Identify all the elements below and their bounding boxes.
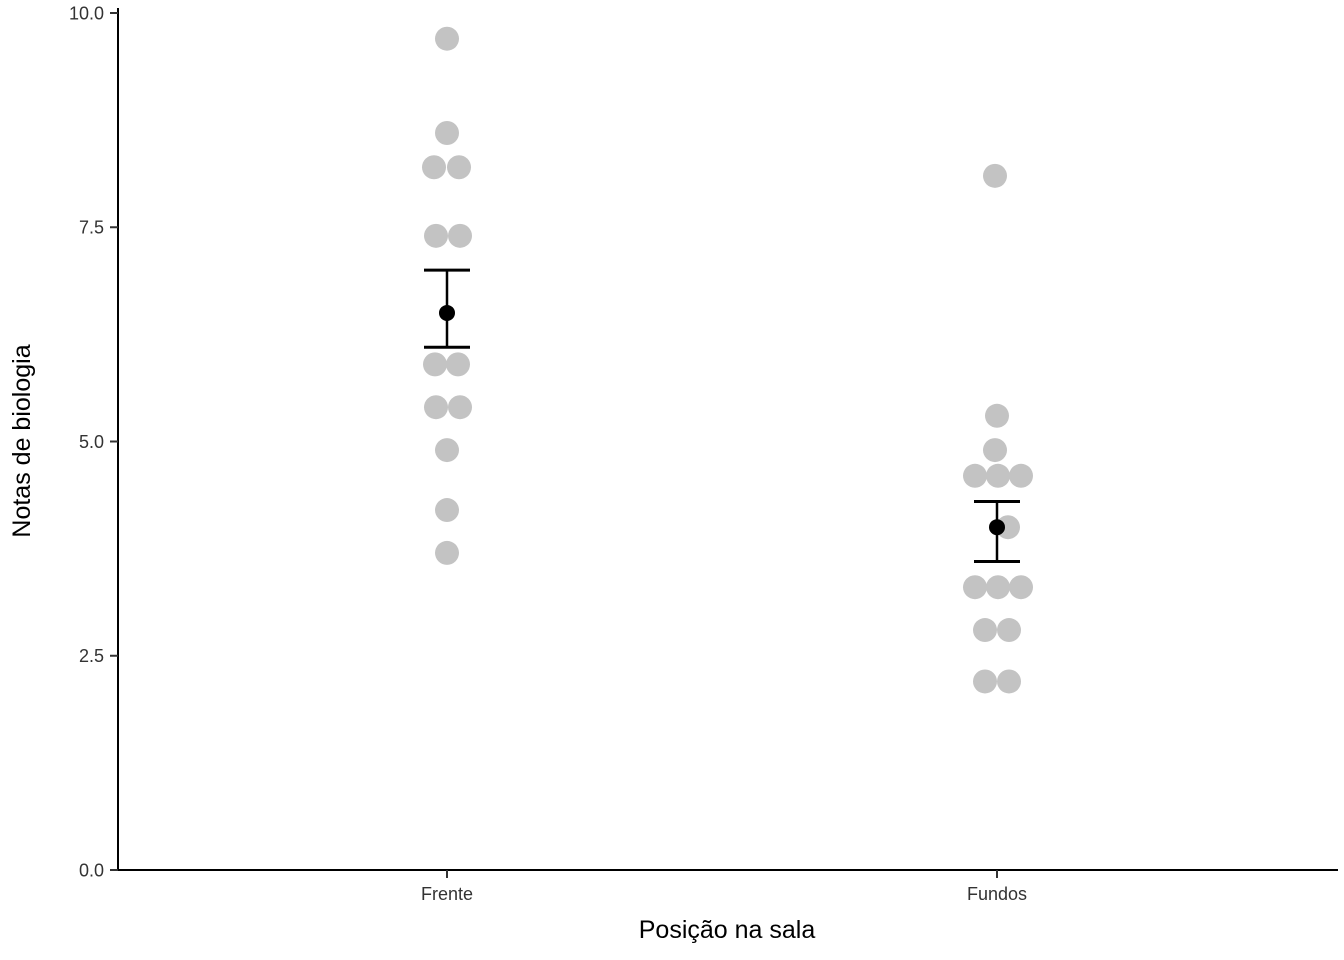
data-point <box>422 155 446 180</box>
data-point <box>963 575 987 600</box>
mean-point <box>989 519 1005 536</box>
data-point <box>448 395 472 420</box>
data-point <box>997 669 1021 694</box>
data-point <box>973 618 997 643</box>
data-point <box>973 669 997 694</box>
data-point <box>1009 575 1033 600</box>
data-point <box>435 498 459 523</box>
y-tick-label: 5.0 <box>79 432 104 452</box>
data-point <box>447 155 471 180</box>
data-point <box>448 223 472 248</box>
mean-point <box>439 304 455 321</box>
data-point <box>423 352 447 377</box>
x-tick-label: Frente <box>421 884 473 904</box>
data-point <box>424 223 448 248</box>
data-point <box>435 120 459 145</box>
data-point <box>985 403 1009 428</box>
data-point <box>424 395 448 420</box>
data-point <box>446 352 470 377</box>
data-point <box>435 438 459 463</box>
data-point <box>963 463 987 488</box>
data-point <box>983 438 1007 463</box>
y-tick-label: 2.5 <box>79 646 104 666</box>
y-tick-label: 10.0 <box>69 3 104 23</box>
summary-stats-layer <box>424 268 1020 563</box>
y-tick-label: 7.5 <box>79 218 104 238</box>
data-point <box>1009 463 1033 488</box>
data-point <box>997 618 1021 643</box>
data-point <box>986 575 1010 600</box>
y-tick-label: 0.0 <box>79 860 104 880</box>
data-points-layer <box>422 26 1033 694</box>
y-axis-title: Notas de biologia <box>8 344 36 537</box>
data-point <box>435 26 459 51</box>
data-point <box>986 463 1010 488</box>
x-axis-title: Posição na sala <box>639 916 816 944</box>
x-tick-label: Fundos <box>967 884 1027 904</box>
axes-layer: 0.0 2.5 5.0 7.5 10.0 Frente Fundos <box>69 3 1338 904</box>
data-point <box>983 163 1007 188</box>
data-point <box>435 540 459 565</box>
